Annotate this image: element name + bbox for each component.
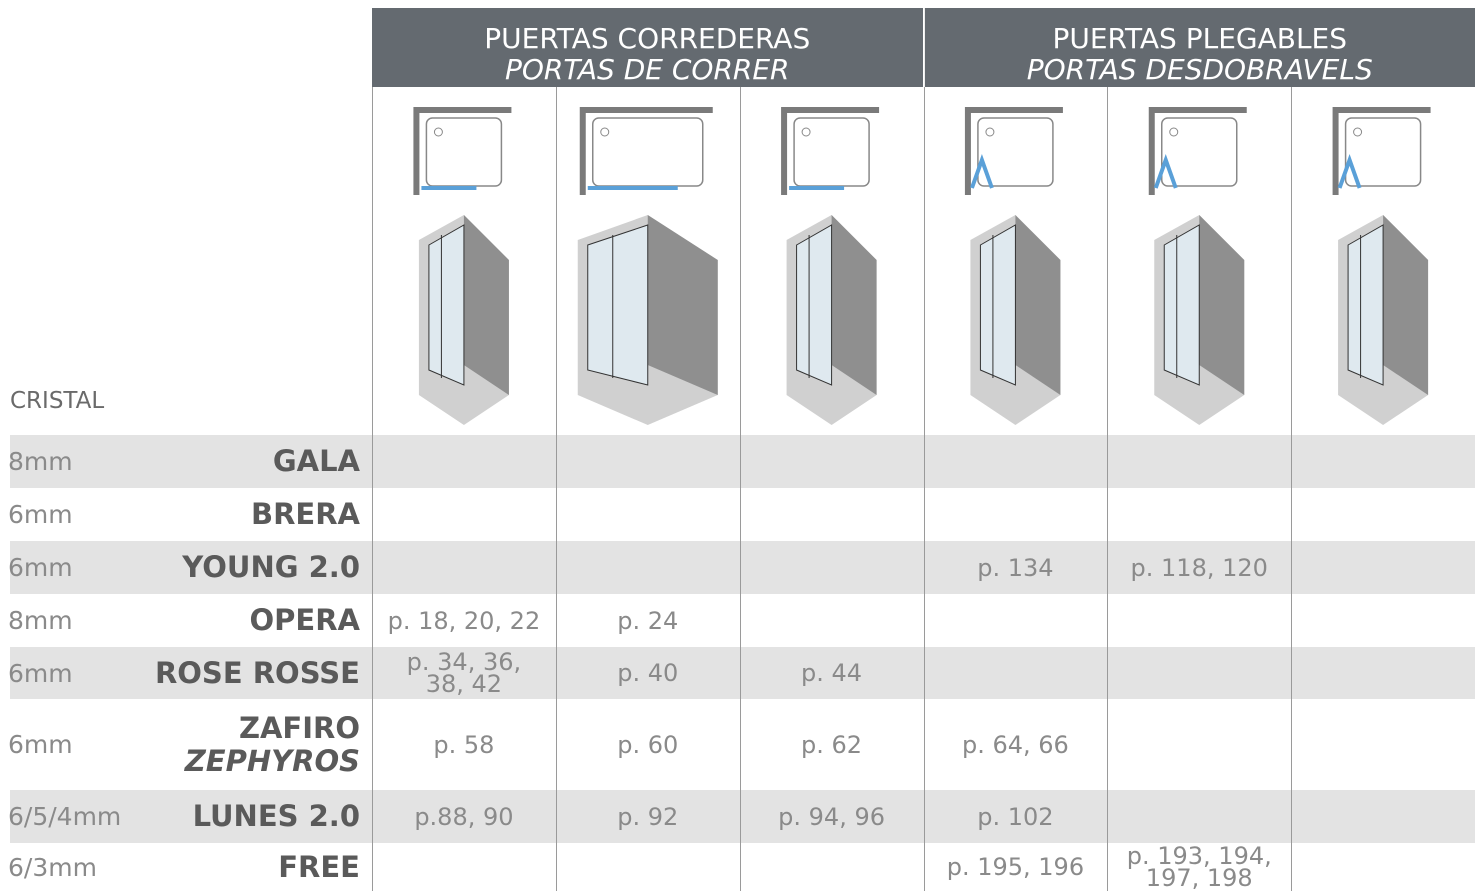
model-name: ROSE ROSSE bbox=[155, 647, 360, 699]
model-name-text: LUNES 2.0 bbox=[193, 800, 360, 833]
page-ref: p. 195, 196 bbox=[924, 843, 1108, 891]
illustration-part bbox=[1164, 225, 1199, 385]
thickness: 6mm bbox=[8, 488, 73, 541]
page-ref: p. 134 bbox=[924, 541, 1108, 594]
illustration-part bbox=[980, 225, 1015, 385]
illustration-part bbox=[986, 128, 994, 136]
thickness: 6mm bbox=[8, 699, 73, 790]
model-name-text: GALA bbox=[273, 445, 360, 478]
illustration-part bbox=[464, 215, 509, 395]
table-row bbox=[10, 594, 1475, 647]
header-divider bbox=[924, 8, 925, 87]
model-name-text: BRERA bbox=[251, 498, 360, 531]
thickness: 6mm bbox=[8, 647, 73, 699]
thickness: 6mm bbox=[8, 541, 73, 594]
page-ref: p. 62 bbox=[740, 699, 924, 790]
column-divider bbox=[740, 87, 741, 891]
page-ref: p. 40 bbox=[556, 647, 740, 699]
illustration-part bbox=[1199, 215, 1244, 395]
page-ref: p. 92 bbox=[556, 790, 740, 843]
illustration-part bbox=[1340, 160, 1360, 188]
illustration-part bbox=[972, 160, 992, 188]
column-divider bbox=[1107, 87, 1108, 891]
model-name-text: YOUNG 2.0 bbox=[182, 551, 360, 584]
column-divider bbox=[556, 87, 557, 891]
illustration-part bbox=[588, 186, 678, 190]
illustration-part bbox=[1156, 160, 1176, 188]
page-ref: p. 24 bbox=[556, 594, 740, 647]
illustration-part bbox=[1348, 225, 1383, 385]
table-row bbox=[10, 488, 1475, 541]
model-name-alt: ZEPHYROS bbox=[185, 745, 360, 778]
illustration-part bbox=[648, 215, 718, 395]
illustration-part bbox=[434, 128, 442, 136]
model-name: LUNES 2.0 bbox=[193, 790, 360, 843]
page-ref: p. 118, 120 bbox=[1107, 541, 1291, 594]
column-divider bbox=[1291, 87, 1292, 891]
column-divider bbox=[372, 87, 373, 891]
page-ref: p. 94, 96 bbox=[740, 790, 924, 843]
thickness: 8mm bbox=[8, 435, 73, 488]
illustration-part bbox=[832, 215, 877, 395]
model-name: YOUNG 2.0 bbox=[182, 541, 360, 594]
model-name-text: OPERA bbox=[250, 604, 361, 637]
model-name: GALA bbox=[273, 435, 360, 488]
illustration-part bbox=[601, 128, 609, 136]
illustration-part bbox=[789, 186, 844, 190]
page-ref: p. 193, 194, 197, 198 bbox=[1107, 843, 1291, 891]
page-ref: p. 44 bbox=[740, 647, 924, 699]
page-ref: p. 18, 20, 22 bbox=[372, 594, 556, 647]
page-ref: p. 102 bbox=[924, 790, 1108, 843]
illustration-part bbox=[583, 110, 713, 195]
column-divider bbox=[924, 87, 925, 891]
group-title: PUERTAS PLEGABLES bbox=[1052, 22, 1347, 55]
model-name-text: ZAFIRO bbox=[185, 712, 360, 745]
illustration-part bbox=[797, 225, 832, 385]
page-ref: p. 34, 36, 38, 42 bbox=[372, 647, 556, 699]
page-ref: p. 60 bbox=[556, 699, 740, 790]
group-title: PUERTAS CORREDERAS bbox=[484, 22, 810, 55]
illustration-part bbox=[968, 110, 1063, 195]
illustration-part bbox=[1336, 110, 1431, 195]
illustration-part bbox=[1015, 215, 1060, 395]
group-subtitle: PORTAS DESDOBRAVELS bbox=[925, 54, 1475, 85]
model-name: OPERA bbox=[250, 594, 361, 647]
illustration-part bbox=[421, 186, 476, 190]
page-ref: p. 58 bbox=[372, 699, 556, 790]
thickness: 6/5/4mm bbox=[8, 790, 121, 843]
illustration-part bbox=[588, 225, 648, 385]
illustration-part bbox=[802, 128, 810, 136]
page-ref: p.88, 90 bbox=[372, 790, 556, 843]
model-name: BRERA bbox=[251, 488, 360, 541]
page-ref: p. 64, 66 bbox=[924, 699, 1108, 790]
group-subtitle: PORTAS DE CORRER bbox=[372, 54, 923, 85]
illustration-part bbox=[1383, 215, 1428, 395]
illustration-part bbox=[416, 110, 511, 195]
table-row bbox=[10, 435, 1475, 488]
illustration-part bbox=[593, 118, 703, 186]
illustration-part bbox=[429, 225, 464, 385]
model-name-text: FREE bbox=[278, 851, 360, 884]
thickness: 6/3mm bbox=[8, 843, 97, 891]
illustration-part bbox=[1152, 110, 1247, 195]
thickness: 8mm bbox=[8, 594, 73, 647]
illustration-part bbox=[1170, 128, 1178, 136]
illustration-part bbox=[1354, 128, 1362, 136]
model-name-text: ROSE ROSSE bbox=[155, 657, 360, 690]
illustration-part bbox=[784, 110, 879, 195]
model-name: FREE bbox=[278, 843, 360, 891]
